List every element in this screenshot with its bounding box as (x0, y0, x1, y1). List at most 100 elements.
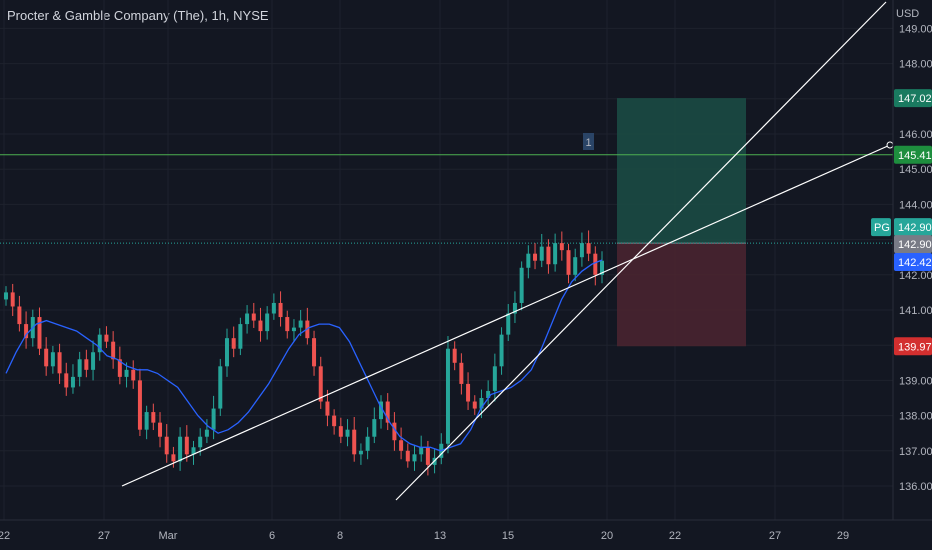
candle-body (566, 250, 571, 275)
target-price-label-bg (894, 89, 932, 108)
candle-body (70, 376, 75, 388)
candles (4, 230, 604, 476)
time-tick: 8 (337, 530, 343, 542)
symbol-badge: PG (874, 222, 890, 234)
candle-body (271, 302, 276, 314)
time-tick: 27 (98, 530, 110, 542)
candle-body (479, 398, 484, 409)
candle-body (573, 257, 578, 275)
price-tick: 145.00 (899, 164, 932, 176)
ma-price-label-bg (894, 253, 932, 272)
target-price-label: 147.02 (898, 93, 932, 105)
time-tick: 20 (601, 530, 613, 542)
candle-body (204, 429, 209, 437)
candle-body (539, 246, 544, 261)
price-tick: 141.00 (899, 305, 932, 317)
drawn-lines[interactable]: 1 (0, 1, 894, 501)
price-tick: 146.00 (899, 129, 932, 141)
stop-price-label: 139.97 (898, 341, 932, 353)
candle-body (211, 408, 216, 430)
candle-body (459, 362, 464, 384)
candle-body (84, 359, 89, 370)
candle-body (298, 320, 303, 328)
candle-body (412, 454, 417, 462)
time-tick: 22 (0, 530, 10, 542)
candle-body (117, 359, 122, 377)
trend-line-handle (886, 141, 894, 149)
prev-close-label-bg (894, 235, 932, 254)
candle-body (17, 306, 22, 325)
time-tick: 6 (269, 530, 275, 542)
time-tick: 27 (769, 530, 781, 542)
candle-body (191, 447, 196, 455)
candle-body (44, 348, 49, 367)
candle-body (379, 401, 384, 420)
level-price-label: 145.41 (898, 150, 932, 162)
moving-average-line (5, 259, 603, 452)
candle-body (104, 334, 109, 342)
price-tick: 148.00 (899, 59, 932, 71)
candle-body (546, 246, 551, 265)
candle-body (158, 422, 163, 437)
candle-body (425, 447, 430, 465)
currency-label: USD (896, 8, 920, 20)
price-tick: 139.00 (899, 375, 932, 387)
candle-body (445, 348, 450, 444)
last-price-label: 142.90 (898, 222, 932, 234)
candle-body (586, 243, 591, 254)
candle-body (512, 302, 517, 314)
last-price-label-bg (894, 218, 932, 237)
candle-body (352, 429, 357, 455)
candle-body (466, 383, 471, 402)
time-tick: 22 (669, 530, 681, 542)
candle-body (251, 313, 256, 321)
candle-body (278, 302, 283, 318)
annotation-label: 1 (585, 137, 591, 149)
candle-body (10, 292, 15, 307)
candle-body (312, 338, 317, 367)
candle-body (184, 436, 189, 455)
ma-price-label: 142.42 (898, 257, 932, 269)
candle-body (499, 334, 504, 367)
candle-body (111, 341, 116, 360)
price-tick: 138.00 (899, 411, 932, 423)
price-tick: 144.00 (899, 199, 932, 211)
price-tick: 137.00 (899, 446, 932, 458)
candle-body (392, 422, 397, 441)
candle-body (345, 429, 350, 437)
candle-body (258, 320, 263, 332)
time-axis[interactable]: 22 27 Mar 6 8 13 15 20 22 27 29 (0, 519, 932, 542)
candle-body (77, 359, 82, 377)
candle-body (600, 260, 604, 275)
candle-body (4, 292, 8, 300)
trend-line-lower (121, 144, 891, 487)
price-axis[interactable]: 136.00137.00138.00139.00140.00141.00142.… (871, 0, 932, 520)
candle-body (131, 369, 136, 381)
candle-body (231, 338, 236, 349)
candle-body (332, 415, 337, 427)
risk-reward-zones[interactable] (0, 98, 893, 347)
candle-body (50, 352, 55, 367)
profit-zone (617, 98, 746, 244)
candle-body (526, 253, 531, 268)
candle-body (338, 426, 343, 437)
candle-body (405, 450, 410, 462)
price-tick: 136.00 (899, 481, 932, 493)
prev-close-label: 142.90 (898, 239, 932, 251)
candle-body (372, 419, 377, 437)
candle-body (325, 401, 330, 416)
candle-body (144, 412, 149, 430)
candle-body (358, 450, 363, 455)
candle-body (245, 313, 250, 325)
candle-body (151, 412, 156, 423)
candle-body (64, 373, 69, 388)
annotation-marker (583, 133, 594, 150)
candle-body (178, 436, 183, 462)
candle-body (91, 352, 96, 370)
candle-body (124, 369, 129, 377)
candle-body (419, 447, 424, 455)
candle-body (579, 243, 584, 258)
candle-body (37, 317, 42, 349)
candle-body (57, 352, 62, 374)
